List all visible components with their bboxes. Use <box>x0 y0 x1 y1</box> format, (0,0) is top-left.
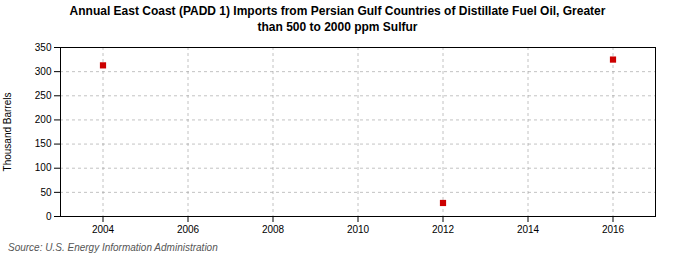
html-text:Source: U.S. Energy Informatio: Source: U.S. Energy Information Administ… <box>8 242 218 254</box>
svg-text:2012: 2012 <box>432 224 455 235</box>
svg-text:50: 50 <box>40 187 52 198</box>
svg-text:0: 0 <box>46 211 52 222</box>
svg-text:150: 150 <box>35 138 52 149</box>
svg-text:2004: 2004 <box>92 224 115 235</box>
svg-text:300: 300 <box>35 66 52 77</box>
svg-text:2008: 2008 <box>262 224 285 235</box>
svg-text:2006: 2006 <box>177 224 200 235</box>
svg-text:2010: 2010 <box>347 224 370 235</box>
html-text:Annual East Coast (PADD 1) Imp: Annual East Coast (PADD 1) Imports from … <box>69 4 606 34</box>
svg-text:2014: 2014 <box>517 224 540 235</box>
svg-text:2016: 2016 <box>602 224 625 235</box>
svg-text:350: 350 <box>35 42 52 53</box>
svg-text:250: 250 <box>35 90 52 101</box>
svg-text:200: 200 <box>35 114 52 125</box>
svg-text:Thousand Barrels: Thousand Barrels <box>2 93 13 172</box>
svg-text:100: 100 <box>35 163 52 174</box>
